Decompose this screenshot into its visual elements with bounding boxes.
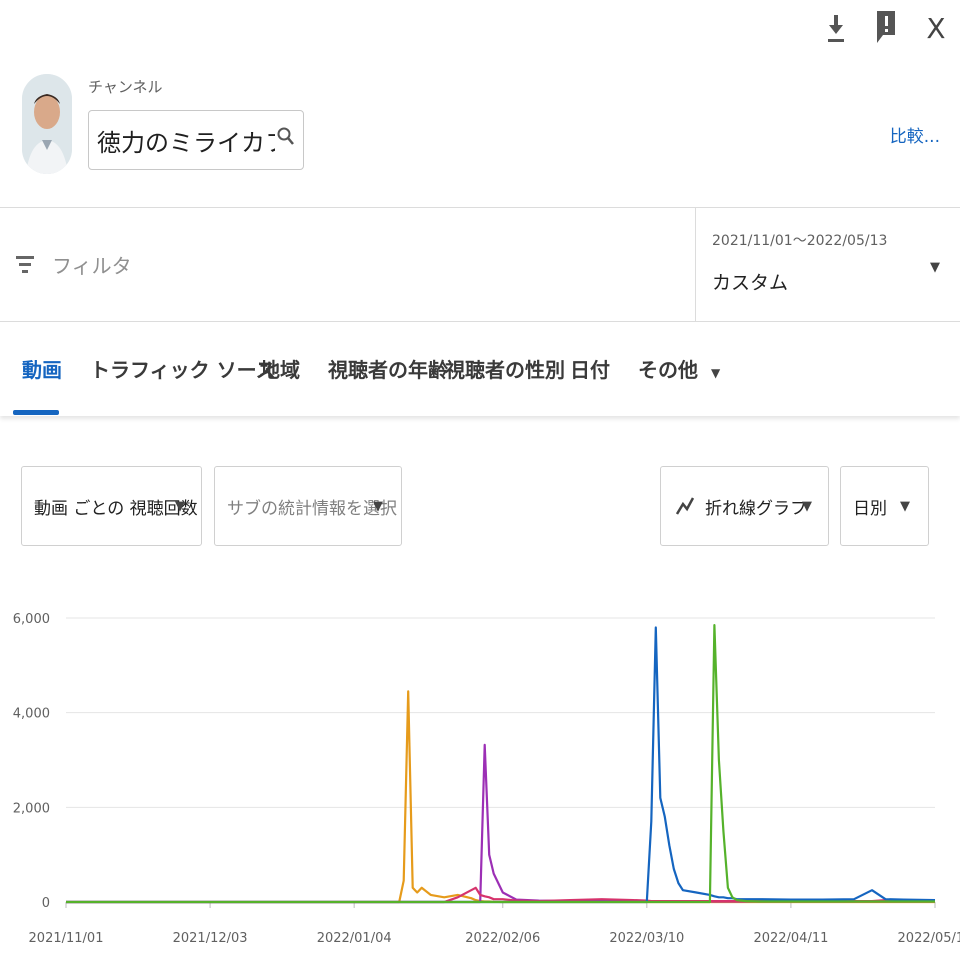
tab-viewer-gender[interactable]: 視聴者の性別 [445,358,565,382]
chart-svg: 0 2,000 4,000 6,000 2021/11/01 2021/12/03 2022… [13,612,960,946]
tab-date[interactable]: 日付 [570,358,610,382]
feedback-icon[interactable] [874,10,898,46]
x-tick-label: 2022/02/06 [465,931,540,946]
line-chart-icon [675,496,695,516]
filter-icon [16,254,36,280]
series-line-5 [66,624,935,904]
y-tick-label: 0 [42,896,50,911]
chart-type-label: 折れ線グラフ [705,498,807,519]
x-tick-label: 2022/05/13 [898,931,960,946]
tab-geography[interactable]: 地域 [260,358,300,382]
series-line-1 [66,690,935,904]
x-tick-label: 2021/11/01 [29,931,104,946]
date-dropdown-icon[interactable]: ▼ [930,260,940,275]
sub-metric-dropdown[interactable]: サブの統計情報を選択 ▼ [214,466,402,546]
chevron-down-icon: ▼ [373,499,383,514]
series-line-2 [66,743,935,904]
date-range: 2021/11/01～2022/05/13 [712,233,888,249]
chevron-down-icon: ▼ [175,499,185,514]
filter-row: フィルタ 2021/11/01～2022/05/13 カスタム ▼ [0,207,960,322]
metric-dropdown[interactable]: 動画 ごとの 視聴回数 ▼ [21,466,202,546]
tab-video[interactable]: 動画 [22,358,62,382]
y-tick-label: 2,000 [13,801,50,816]
chevron-down-icon: ▼ [802,499,812,514]
close-label: X [926,11,946,45]
download-icon[interactable] [824,10,848,46]
channel-name: 徳力のミライカフェ [97,128,275,157]
tab-viewer-age[interactable]: 視聴者の年齢 [328,358,448,382]
filter-input[interactable]: フィルタ [0,208,696,321]
toolbar: X [824,10,948,46]
tab-more[interactable]: その他 ▼ [638,354,720,383]
tab-more-label: その他 [638,358,698,382]
x-tick-label: 2021/12/03 [173,931,248,946]
tab-traffic-source[interactable]: トラフィック ソース [90,358,276,382]
line-chart: 0 2,000 4,000 6,000 2021/11/01 2021/12/03 2022… [0,600,960,960]
x-tick-label: 2022/03/10 [609,931,684,946]
interval-label: 日別 [853,498,887,519]
interval-dropdown[interactable]: 日別 ▼ [840,466,929,546]
x-tick-label: 2022/04/11 [753,931,828,946]
date-preset[interactable]: カスタム [712,272,789,294]
channel-label: チャンネル [88,78,163,96]
series-line-4 [66,626,936,904]
channel-select[interactable]: 徳力のミライカフェ [88,110,304,170]
sub-metric-label: サブの統計情報を選択 [227,498,397,519]
search-icon[interactable] [277,127,295,151]
close-icon[interactable]: X [924,10,948,46]
tab-active-indicator [13,410,59,415]
y-tick-label: 4,000 [13,707,50,722]
metric-label: 動画 ごとの 視聴回数 [34,498,198,519]
chevron-down-icon: ▼ [900,499,910,514]
chart-type-dropdown[interactable]: 折れ線グラフ ▼ [660,466,829,546]
x-tick-label: 2022/01/04 [317,931,392,946]
avatar [22,74,72,174]
compare-link[interactable]: 比較... [889,127,940,147]
y-tick-label: 6,000 [13,612,50,627]
chevron-down-icon: ▼ [710,366,721,380]
report-tabs: 動画 トラフィック ソース 地域 視聴者の年齢 視聴者の性別 日付 その他 ▼ [0,322,960,416]
filter-placeholder: フィルタ [52,254,132,278]
